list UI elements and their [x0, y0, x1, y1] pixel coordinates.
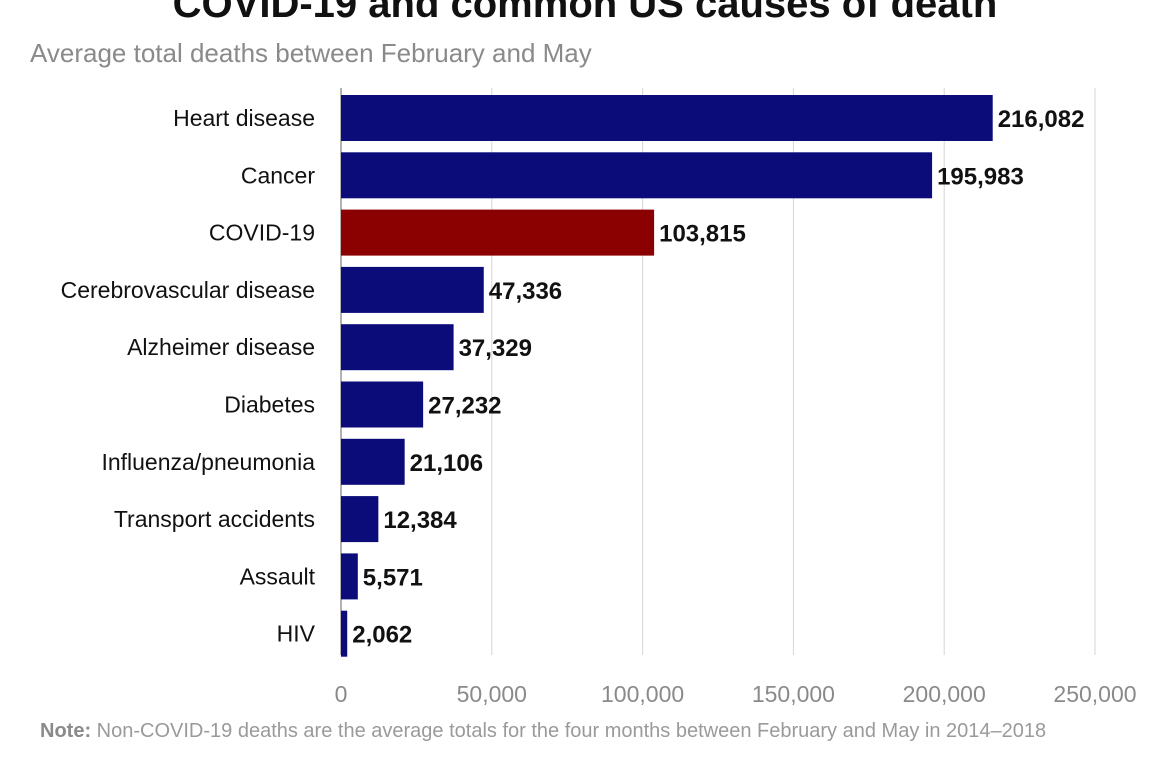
- data-label: 12,384: [383, 507, 457, 534]
- x-tick-label: 0: [335, 681, 348, 707]
- bar-chart: 0 50,000 100,000 150,000 200,000 250,000 Heart…: [61, 88, 1137, 707]
- bar: [341, 209, 655, 256]
- data-label: 5,571: [363, 564, 423, 591]
- data-label: 27,232: [428, 393, 501, 420]
- bar: [341, 324, 454, 371]
- bar: [341, 152, 933, 199]
- bar: [341, 381, 424, 428]
- category-label: Assault: [240, 563, 316, 589]
- bar: [341, 496, 379, 543]
- category-label: Diabetes: [224, 392, 315, 418]
- data-label: 103,815: [659, 221, 746, 248]
- x-tick-label: 50,000: [457, 681, 527, 707]
- chart-note: Note: Non-COVID-19 deaths are the averag…: [40, 720, 1046, 743]
- x-tick-label: 200,000: [903, 681, 986, 707]
- category-label: Alzheimer disease: [127, 334, 315, 360]
- data-label: 37,329: [459, 335, 532, 362]
- chart-subtitle: Average total deaths between February an…: [30, 38, 592, 68]
- bar: [341, 266, 484, 313]
- chart-title: COVID-19 and common US causes of death: [172, 0, 998, 26]
- category-label: HIV: [277, 621, 316, 647]
- bar: [341, 438, 405, 485]
- data-label: 195,983: [937, 163, 1024, 190]
- category-label: Cerebrovascular disease: [61, 277, 315, 303]
- data-label: 216,082: [998, 106, 1085, 133]
- note-label: Note:: [40, 720, 92, 742]
- data-label: 47,336: [489, 278, 562, 305]
- category-label: COVID-19: [209, 220, 315, 246]
- category-label: Transport accidents: [114, 506, 315, 532]
- data-label: 21,106: [410, 450, 483, 477]
- x-tick-label: 250,000: [1053, 681, 1136, 707]
- x-tick-label: 100,000: [601, 681, 684, 707]
- bar: [341, 553, 358, 600]
- bar: [341, 610, 348, 657]
- x-tick-label: 150,000: [752, 681, 835, 707]
- data-label: 2,062: [352, 622, 412, 649]
- category-label: Influenza/pneumonia: [101, 449, 315, 475]
- category-label: Heart disease: [173, 105, 315, 131]
- bar: [341, 95, 993, 141]
- category-label: Cancer: [241, 162, 315, 188]
- note-text: Non-COVID-19 deaths are the average tota…: [91, 720, 1047, 742]
